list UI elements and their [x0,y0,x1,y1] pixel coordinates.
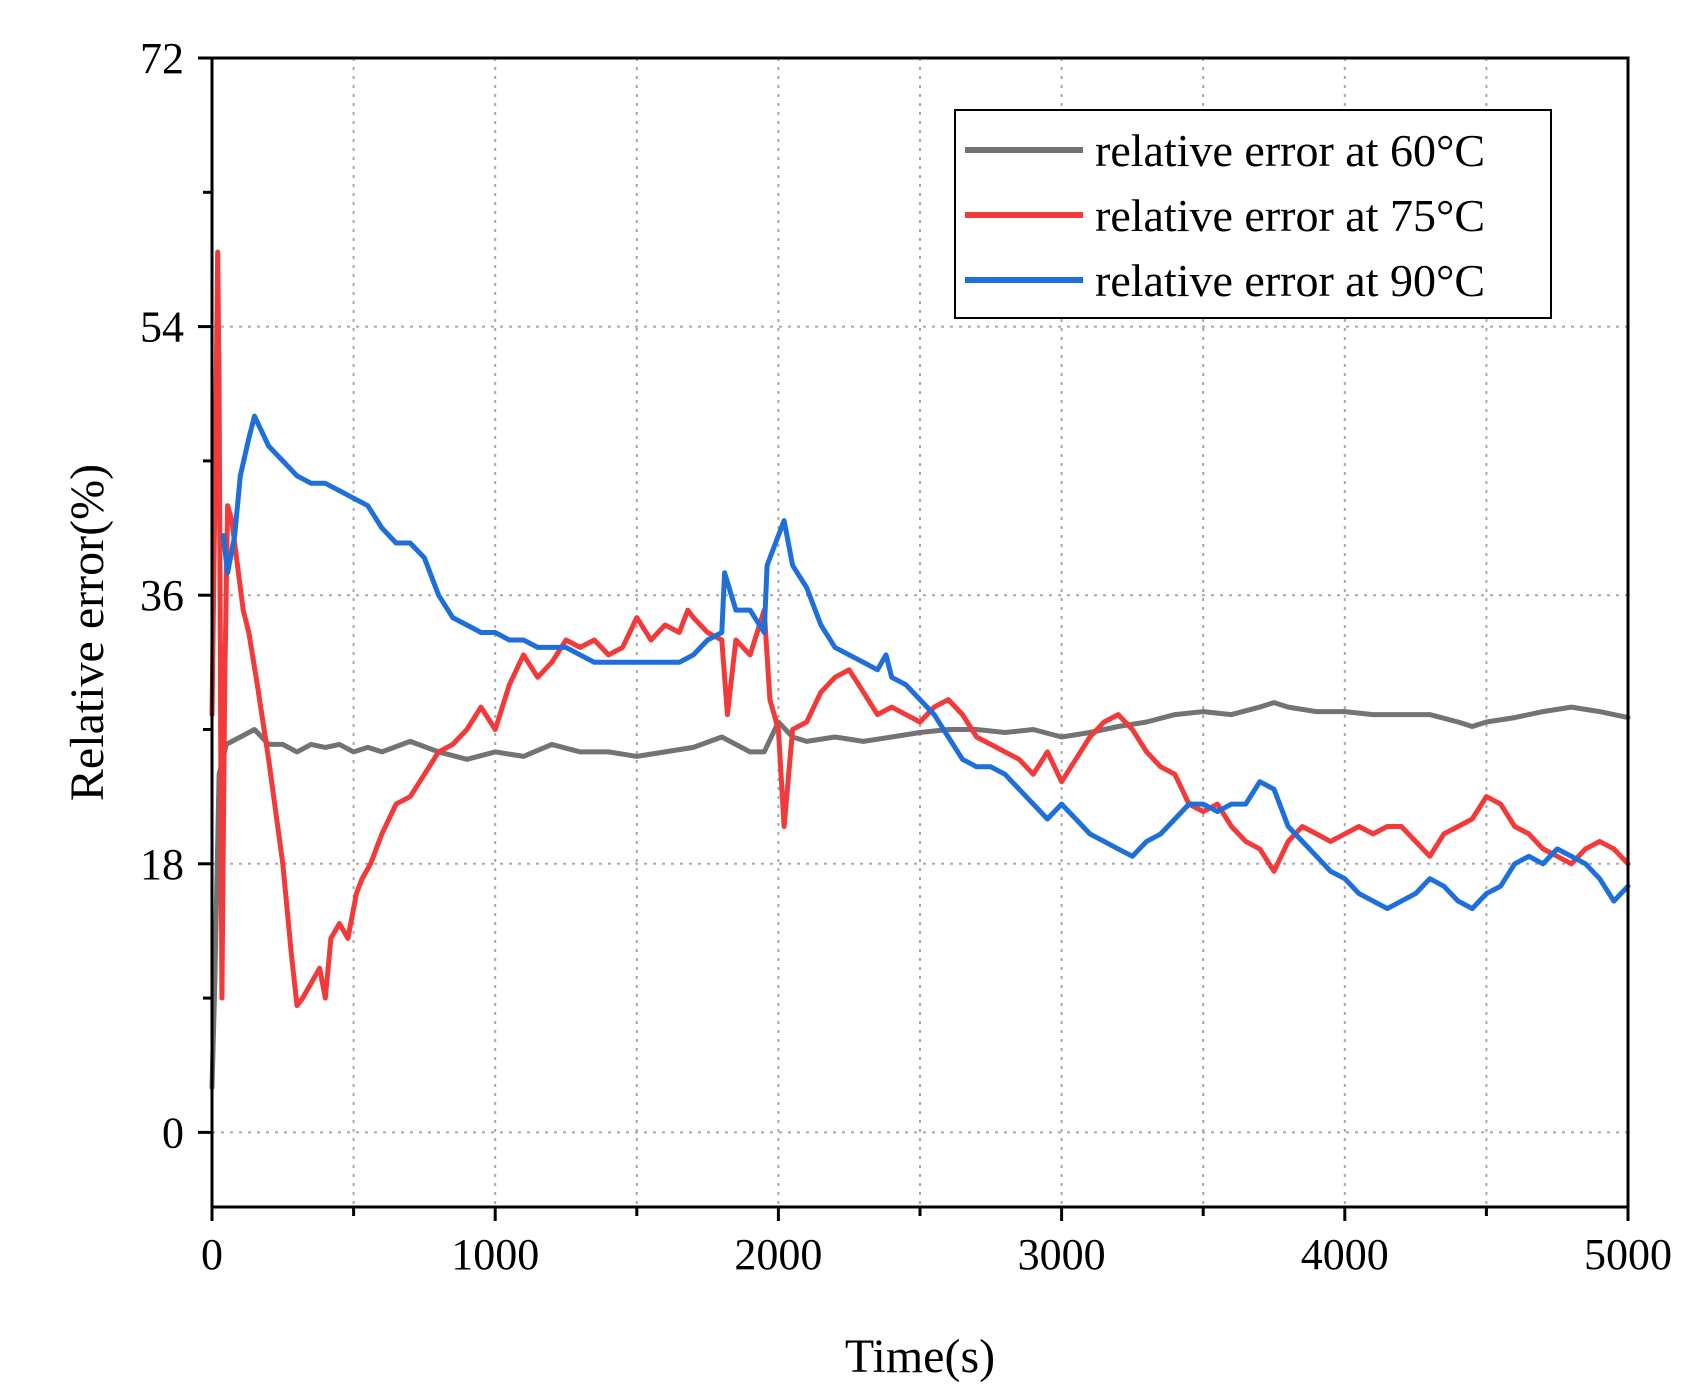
legend-label-3: relative error at 90°C [1095,255,1485,306]
x-tick-label: 4000 [1301,1230,1389,1279]
x-tick-label: 5000 [1584,1230,1672,1279]
x-tick-label: 2000 [734,1230,822,1279]
x-tick-label: 1000 [451,1230,539,1279]
y-axis-title: Relative error(%) [61,464,114,801]
plot-area-frame [210,56,1630,1209]
y-tick-label: 18 [140,840,184,889]
legend-label-1: relative error at 60°C [1095,125,1485,176]
series-line-1 [209,700,1631,1091]
y-tick-label: 54 [140,303,184,352]
series-line-2 [209,249,1631,1009]
series-line-3 [220,413,1631,912]
y-tick-label: 72 [140,34,184,83]
y-tick-label: 36 [140,571,184,620]
x-tick-label: 3000 [1018,1230,1106,1279]
legend: relative error at 60°C relative error at … [954,109,1552,319]
x-tick-label: 0 [201,1230,223,1279]
legend-label-2: relative error at 75°C [1095,190,1485,241]
x-axis-title: Time(s) [845,1330,995,1383]
y-tick-label: 0 [162,1108,184,1157]
